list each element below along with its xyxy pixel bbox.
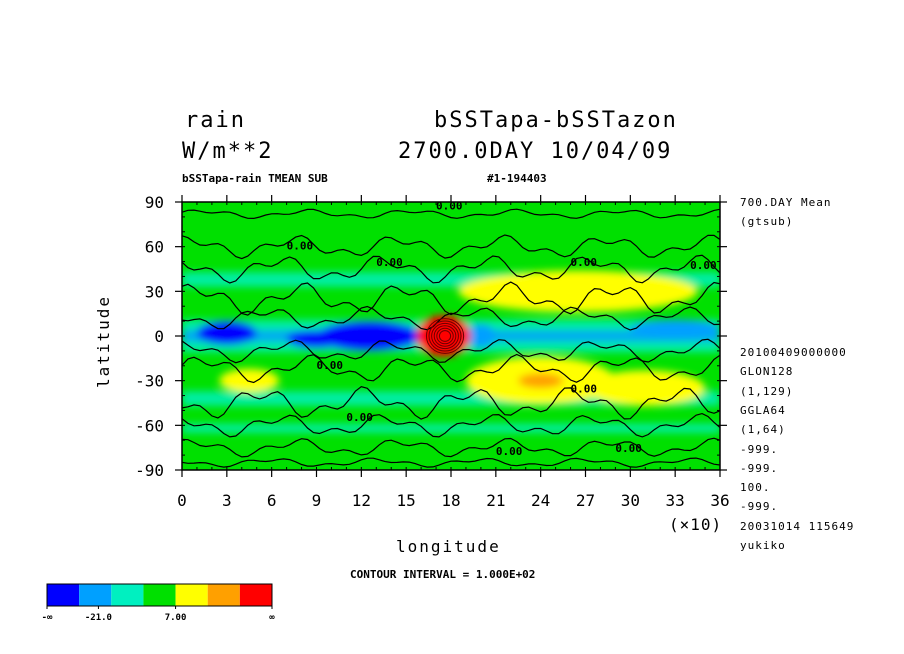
x-tick-label: 33 <box>666 491 685 510</box>
field-blob <box>518 373 564 389</box>
side-info-line: yukiko <box>740 539 786 552</box>
colorbar-label: 7.00 <box>165 613 187 623</box>
x-tick-label: 21 <box>486 491 505 510</box>
contour-line <box>182 412 720 438</box>
contour-ring <box>425 318 465 354</box>
contour-label: 0.00 <box>317 359 344 372</box>
y-tick-label: 90 <box>145 193 164 212</box>
field-blob <box>465 324 496 348</box>
mean-label: 700.DAY Mean <box>740 196 832 209</box>
contour-line <box>182 305 720 331</box>
contour-label: 0.00 <box>615 442 642 455</box>
x-tick-label: 30 <box>621 491 640 510</box>
x-tick-label: 15 <box>397 491 416 510</box>
x-axis-label: longitude <box>396 537 501 556</box>
y-tick-label: -90 <box>135 461 164 480</box>
side-info-line: -999. <box>740 442 779 456</box>
contour-label: 0.00 <box>571 383 598 396</box>
side-info-line: -999. <box>740 500 779 514</box>
units-label: W/m**2 <box>182 139 274 164</box>
contour-line <box>182 386 720 420</box>
contour-line <box>182 338 720 364</box>
contour-ring <box>433 325 457 347</box>
contour-line <box>182 281 720 316</box>
colorbar-swatch <box>79 584 112 606</box>
contour-line <box>182 437 720 458</box>
time-label: 2700.0DAY 10/04/09 <box>398 139 673 164</box>
x-tick-label: 3 <box>222 491 232 510</box>
x-tick-label: 24 <box>531 491 550 510</box>
colorbar-swatch <box>207 584 240 606</box>
contour-ring <box>438 330 452 342</box>
field-blob <box>630 319 720 338</box>
y-tick-label: -60 <box>135 416 164 435</box>
contour-ring <box>428 320 462 352</box>
variable-name: rain <box>185 108 246 133</box>
run-id: #1-194403 <box>487 172 547 185</box>
contour-ring <box>436 327 454 345</box>
side-info-line: GLON128 <box>740 365 794 379</box>
contour-line <box>182 234 720 260</box>
contour-label: 0.00 <box>436 199 463 212</box>
contour-label: 0.00 <box>496 445 523 458</box>
field-blob <box>286 330 347 348</box>
side-info-line: 20100409000000 <box>740 346 847 359</box>
contour-line <box>182 353 720 384</box>
y-tick-label: 0 <box>154 327 164 346</box>
colorbar-swatch <box>111 584 144 606</box>
x-tick-label: 12 <box>352 491 371 510</box>
y-tick-label: 60 <box>145 238 164 257</box>
colorbar-swatch <box>175 584 208 606</box>
x-multiplier-label: (×10) <box>669 515 723 534</box>
contour-line <box>182 208 720 220</box>
x-tick-label: 9 <box>312 491 322 510</box>
field-blob <box>585 370 706 406</box>
contour-line <box>182 254 720 284</box>
x-tick-label: 36 <box>710 491 729 510</box>
contour-ring <box>431 322 459 350</box>
colorbar-label: -∞ <box>42 613 53 623</box>
colorbar-label: ∞ <box>269 613 275 623</box>
contour-label: 0.00 <box>287 240 314 253</box>
x-tick-label: 6 <box>267 491 277 510</box>
x-tick-label: 18 <box>441 491 460 510</box>
colorbar-swatch <box>239 584 272 606</box>
field-blob <box>196 321 257 345</box>
side-info-line: (1,129) <box>740 384 794 398</box>
side-info-line: 100. <box>740 481 771 495</box>
source-label: (gtsub) <box>740 215 794 228</box>
colorbar-frame <box>46 583 273 607</box>
contour-interval-label: CONTOUR INTERVAL = 1.000E+02 <box>350 568 536 581</box>
colorbar-swatch <box>47 584 80 606</box>
contour-label: 0.00 <box>571 256 598 269</box>
y-tick-label: 30 <box>145 282 164 301</box>
y-tick-label: -30 <box>135 372 164 391</box>
x-tick-label: 27 <box>576 491 595 510</box>
side-info-line: (1,64) <box>740 423 786 437</box>
field-blob <box>316 321 422 351</box>
side-info-line: GGLA64 <box>740 403 786 417</box>
contour-label: 0.00 <box>376 256 403 269</box>
chart-subtitle: bSSTapa-rain TMEAN SUB <box>182 172 328 185</box>
x-tick-label: 0 <box>177 491 187 510</box>
colorbar-label: -21.0 <box>85 613 112 623</box>
field-blob <box>219 368 280 393</box>
field-blob <box>458 270 698 313</box>
contour-label: 0.00 <box>690 259 717 272</box>
contour-line <box>182 457 720 468</box>
side-info-line: -999. <box>740 461 779 475</box>
contour-label: 0.00 <box>346 411 373 424</box>
colorbar-swatch <box>143 584 176 606</box>
side-info-line: 20031014 115649 <box>740 519 855 533</box>
chart-title: bSSTapa-bSSTazon <box>434 108 678 133</box>
